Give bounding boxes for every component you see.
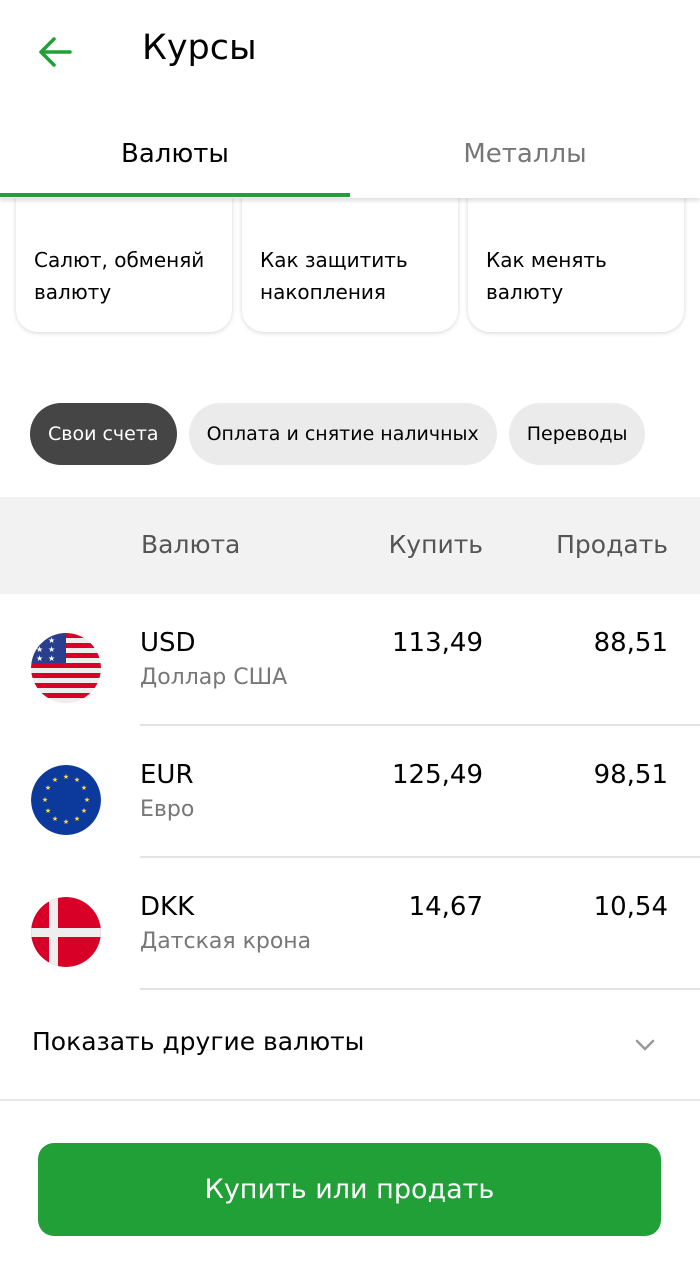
table-row[interactable]: ★ ★ ★ ★ ★ ★ USD Доллар США 113,49 88,51 [0, 594, 700, 726]
chip-own-accounts[interactable]: Свои счета [30, 403, 177, 465]
buy-rate: 113,49 [392, 628, 483, 658]
sell-rate: 98,51 [593, 760, 668, 790]
svg-text:★: ★ [84, 796, 90, 804]
sell-rate: 10,54 [593, 892, 668, 922]
svg-text:★: ★ [74, 776, 80, 784]
us-flag-icon: ★ ★★ ★★ ★ [31, 633, 101, 703]
divider [140, 988, 700, 990]
divider [140, 856, 700, 858]
eu-flag-icon: ★ ★★★★★★★★★★★ [31, 765, 101, 835]
svg-text:★: ★ [52, 776, 58, 784]
table-row[interactable]: DKK Датская крона 14,67 10,54 [0, 858, 700, 990]
header-currency: Валюта [141, 530, 241, 559]
svg-text:★: ★ [36, 654, 43, 663]
currency-code: USD [140, 628, 196, 658]
currency-name: Датская крона [140, 929, 312, 954]
filter-chips-row: Свои счета Оплата и снятие наличных Пере… [30, 403, 680, 465]
table-row[interactable]: ★ ★ ★ ★ ★ ★ ★ ★ ★ ★ ★ ★ EUR Евро 125,49 98,51 [0, 726, 700, 858]
svg-text:★: ★ [42, 796, 48, 804]
buy-or-sell-button[interactable]: Купить или продать [38, 1143, 661, 1236]
currency-name: Доллар США [140, 665, 288, 690]
currency-name: Евро [140, 797, 195, 822]
svg-text:★: ★ [45, 807, 51, 815]
header: Курсы Валюты Металлы [0, 0, 700, 198]
svg-text:★: ★ [36, 636, 43, 645]
divider [0, 1099, 700, 1101]
currency-code: DKK [140, 892, 195, 922]
chip-transfers[interactable]: Переводы [508, 403, 646, 465]
header-buy: Купить [388, 530, 483, 559]
svg-text:★: ★ [48, 654, 55, 663]
chevron-down-icon[interactable] [632, 1032, 658, 1058]
dk-flag-icon [31, 897, 101, 967]
svg-text:★: ★ [81, 784, 87, 792]
svg-text:★: ★ [63, 818, 69, 826]
table-header: Валюта Купить Продать [0, 497, 700, 594]
buy-rate: 125,49 [392, 760, 483, 790]
svg-text:★: ★ [63, 773, 69, 781]
svg-text:★: ★ [45, 784, 51, 792]
svg-text:★: ★ [48, 636, 55, 645]
chip-payment-cash[interactable]: Оплата и снятие наличных [188, 403, 497, 465]
buy-rate: 14,67 [408, 892, 483, 922]
sell-rate: 88,51 [593, 628, 668, 658]
header-sell: Продать [556, 530, 668, 559]
svg-text:★: ★ [52, 815, 58, 823]
back-arrow-icon[interactable] [34, 32, 78, 72]
divider [140, 724, 700, 726]
show-more-currencies[interactable]: Показать другие валюты [32, 1027, 365, 1056]
svg-text:★: ★ [81, 807, 87, 815]
page-title: Курсы [142, 28, 257, 68]
tab-currencies[interactable]: Валюты [121, 139, 229, 169]
active-tab-indicator [0, 193, 350, 197]
svg-text:★: ★ [74, 815, 80, 823]
svg-text:★: ★ [48, 645, 55, 654]
svg-text:★: ★ [36, 645, 43, 654]
tab-metals[interactable]: Металлы [463, 139, 587, 169]
currency-code: EUR [140, 760, 194, 790]
